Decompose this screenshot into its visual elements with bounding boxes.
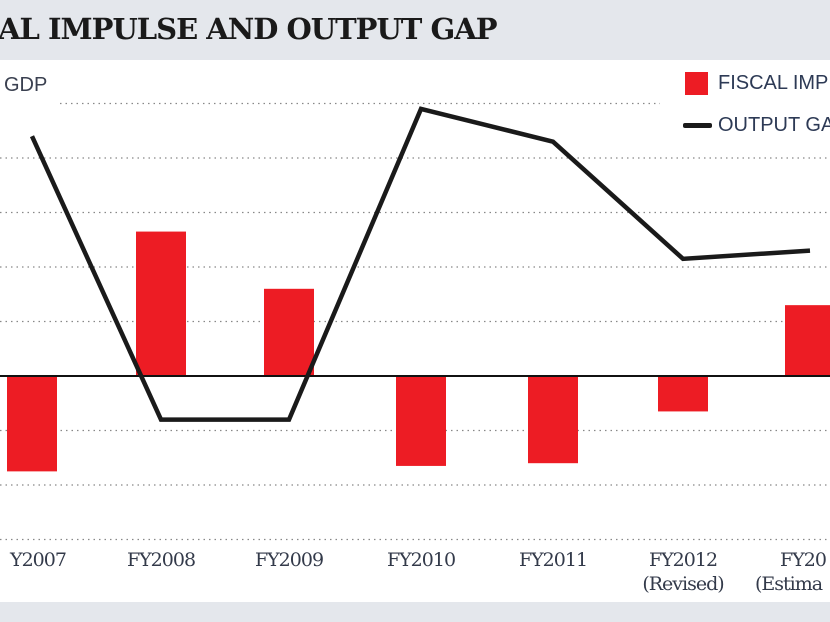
title-band (0, 0, 830, 60)
bar-fiscal-impulse (396, 376, 446, 466)
bar-fiscal-impulse (264, 288, 314, 376)
legend-label-fiscal: FISCAL IMP (718, 72, 829, 94)
bar-fiscal-impulse (136, 231, 186, 376)
footer-band (0, 602, 830, 622)
x-tick-label: FY2009 (255, 549, 323, 571)
chart-title: AL IMPULSE AND OUTPUT GAP (0, 12, 498, 46)
x-tick-label: Y2007 (9, 549, 66, 571)
bar-fiscal-impulse (658, 376, 708, 412)
legend-item-fiscal: FISCAL IMP (685, 72, 828, 95)
x-tick-label: (Revised) (642, 573, 723, 595)
x-tick-label: FY2011 (519, 549, 587, 571)
legend-swatch-line (683, 123, 712, 128)
x-tick-label: FY20 (780, 549, 826, 571)
bar-fiscal-impulse (785, 305, 830, 376)
line-output-gap (29, 106, 811, 422)
bar-fiscal-impulse (528, 376, 578, 464)
x-tick-label: (Estima (755, 573, 823, 595)
y-axis-label: GDP (4, 74, 48, 96)
x-tick-label: FY2008 (127, 549, 195, 571)
x-tick-label: FY2012 (649, 549, 717, 571)
bar-fiscal-impulse (7, 376, 57, 472)
legend-label-output: OUTPUT GA (718, 114, 830, 136)
legend-item-output: OUTPUT GA (683, 114, 830, 137)
legend-swatch-bar (685, 72, 708, 95)
legend: FISCAL IMP OUTPUT GA (660, 62, 830, 142)
x-tick-label: FY2010 (387, 549, 455, 571)
